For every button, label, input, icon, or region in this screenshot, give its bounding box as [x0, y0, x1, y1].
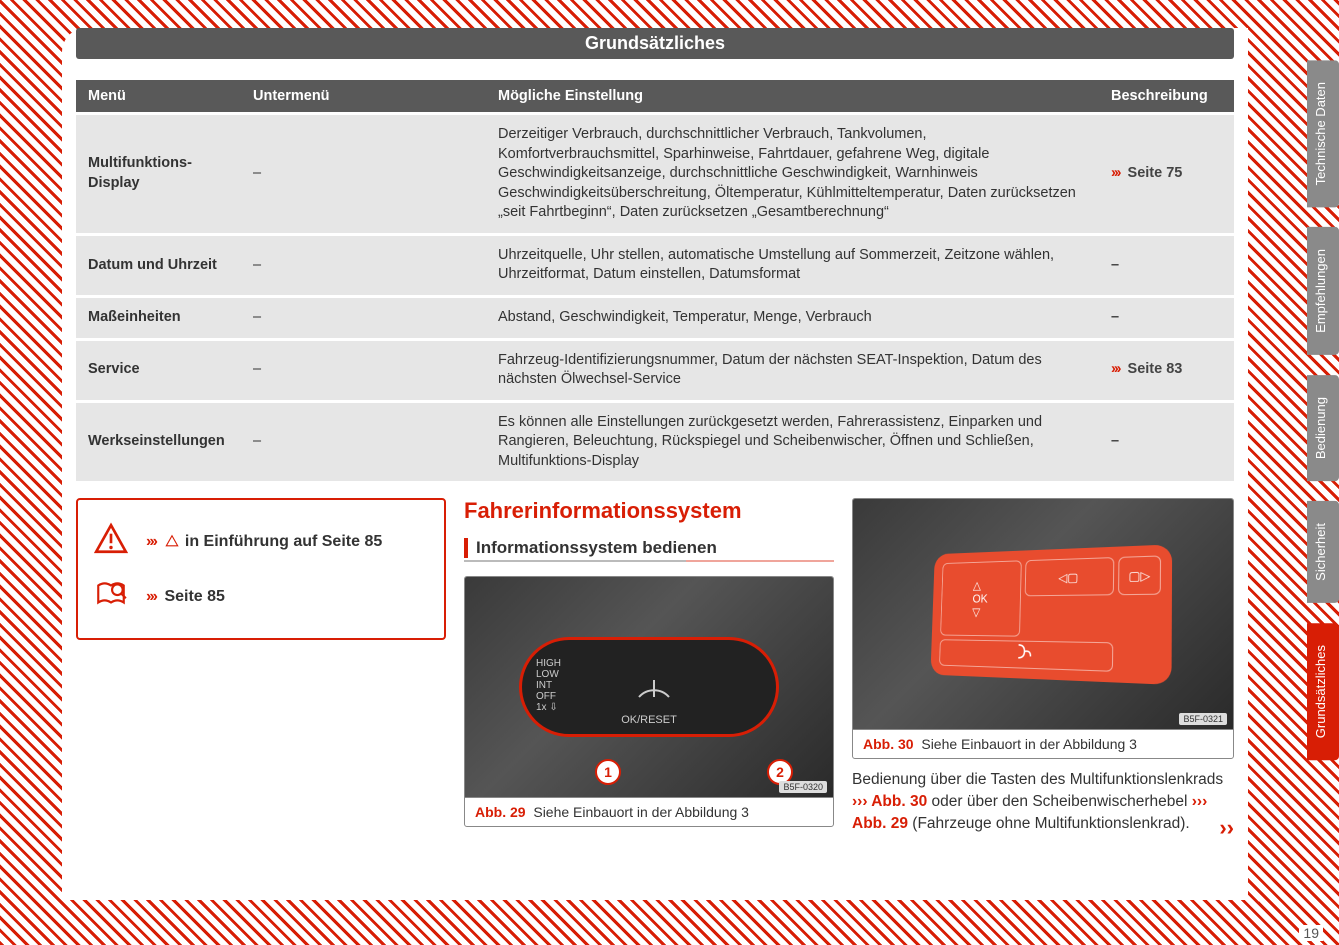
table-row: Werkseinstellungen–Es können alle Einste…	[76, 403, 1234, 482]
inline-warning-icon	[164, 534, 180, 548]
cell-setting: Es können alle Einstellungen zurückgeset…	[486, 403, 1099, 482]
side-tab[interactable]: Empfehlungen	[1307, 227, 1339, 355]
side-tab[interactable]: Sicherheit	[1307, 501, 1339, 603]
body-t3: (Fahrzeuge ohne Multifunktionslenkrad).	[912, 815, 1189, 832]
warning-triangle-icon	[94, 522, 128, 561]
subsection-heading: Informationssystem bedienen	[464, 538, 834, 558]
page-content: Grundsätzliches Menü Untermenü Mögliche …	[62, 28, 1248, 900]
figure-29-label: Abb. 29	[475, 804, 526, 820]
cell-description: –	[1099, 236, 1234, 295]
cell-submenu: –	[241, 236, 486, 295]
cell-description: –	[1099, 403, 1234, 482]
cell-menu: Multifunktions-Display	[76, 115, 241, 233]
col-setting: Mögliche Einstellung	[486, 80, 1099, 112]
table-header-row: Menü Untermenü Mögliche Einstellung Besc…	[76, 80, 1234, 112]
side-tabs: Technische Daten Empfehlungen Bedienung Sic…	[1307, 60, 1339, 760]
cell-menu: Werkseinstellungen	[76, 403, 241, 482]
figure-30-image: ◁▢ ▢▷ △OK▽ B5F-0321	[853, 499, 1233, 729]
warning-reference-box: ››› in Einführung auf Seite 85 ››› Seite…	[76, 498, 446, 640]
side-tab[interactable]: Technische Daten	[1307, 60, 1339, 207]
cell-setting: Abstand, Geschwindigkeit, Temperatur, Me…	[486, 298, 1099, 338]
cell-setting: Uhrzeitquelle, Uhr stellen, automatische…	[486, 236, 1099, 295]
section-heading: Fahrerinformationssystem	[464, 498, 834, 524]
figure-29-image: HIGHLOWINTOFF1x ⇩ 1 2 B5F-0320	[465, 577, 833, 797]
body-ref-fig30: ››› Abb. 30	[852, 793, 927, 810]
figure-30: ◁▢ ▢▷ △OK▽ B5F-0321 Abb. 30 Siehe Einbau…	[852, 498, 1234, 759]
figure-30-caption: Abb. 30 Siehe Einbauort in der Abbildung…	[853, 729, 1233, 758]
manual-book-icon	[94, 577, 128, 616]
cell-menu: Service	[76, 341, 241, 400]
table-row: Datum und Uhrzeit–Uhrzeitquelle, Uhr ste…	[76, 236, 1234, 295]
figure-29: HIGHLOWINTOFF1x ⇩ 1 2 B5F-0320 Abb. 29 S…	[464, 576, 834, 827]
cell-description: ››› Seite 83	[1099, 341, 1234, 400]
cross-ref-icon: ›››	[1111, 165, 1120, 181]
cell-menu: Maßeinheiten	[76, 298, 241, 338]
cell-submenu: –	[241, 341, 486, 400]
cross-ref-icon: ›››	[1111, 361, 1120, 377]
page-number: 19	[1299, 925, 1323, 941]
side-tab[interactable]: Grundsätzliches	[1307, 623, 1339, 760]
cell-description: ››› Seite 75	[1099, 115, 1234, 233]
settings-table: Menü Untermenü Mögliche Einstellung Besc…	[76, 77, 1234, 484]
warn-line-1-text: in Einführung auf Seite 85	[185, 533, 382, 550]
table-row: Service–Fahrzeug-Identifizierungsnummer,…	[76, 341, 1234, 400]
warn-line-2: ››› Seite 85	[146, 588, 225, 606]
col-submenu: Untermenü	[241, 80, 486, 112]
cross-ref-icon: ›››	[146, 533, 156, 550]
cell-setting: Fahrzeug-Identifizierungsnummer, Datum d…	[486, 341, 1099, 400]
figure-29-caption-text: Siehe Einbauort in der Abbildung 3	[533, 804, 749, 820]
figure-30-code: B5F-0321	[1179, 713, 1227, 725]
cell-menu: Datum und Uhrzeit	[76, 236, 241, 295]
cell-setting: Derzeitiger Verbrauch, durchschnittliche…	[486, 115, 1099, 233]
warn-line-2-text: Seite 85	[164, 588, 224, 605]
side-tab[interactable]: Bedienung	[1307, 375, 1339, 481]
warn-line-1: ››› in Einführung auf Seite 85	[146, 533, 382, 551]
table-row: Maßeinheiten–Abstand, Geschwindigkeit, T…	[76, 298, 1234, 338]
body-t1: Bedienung über die Tasten des Multifunkt…	[852, 771, 1223, 788]
wheel-btn-voice	[939, 640, 1113, 673]
heading-underline	[464, 560, 834, 562]
cross-ref-icon: ›››	[146, 588, 156, 605]
wiper-icon	[634, 672, 674, 702]
cell-submenu: –	[241, 298, 486, 338]
table-row: Multifunktions-Display–Derzeitiger Verbr…	[76, 115, 1234, 233]
body-t2: oder über den Scheibenwischerhebel	[932, 793, 1192, 810]
col-menu: Menü	[76, 80, 241, 112]
wiper-lever-illustration: HIGHLOWINTOFF1x ⇩	[519, 637, 779, 737]
chapter-title: Grundsätzliches	[76, 28, 1234, 59]
wheel-btn-next: ▢▷	[1118, 556, 1161, 596]
steering-wheel-buttons: ◁▢ ▢▷ △OK▽	[930, 545, 1172, 686]
wheel-btn-prev: ◁▢	[1025, 557, 1115, 596]
figure-30-label: Abb. 30	[863, 736, 914, 752]
figure-30-caption-text: Siehe Einbauort in der Abbildung 3	[921, 736, 1137, 752]
wheel-scroll: △OK▽	[940, 561, 1022, 637]
callout-1: 1	[595, 759, 621, 785]
figure-29-caption: Abb. 29 Siehe Einbauort in der Abbildung…	[465, 797, 833, 826]
figure-29-code: B5F-0320	[779, 781, 827, 793]
col-description: Beschreibung	[1099, 80, 1234, 112]
continue-marker: ››	[1219, 813, 1234, 844]
cell-description: –	[1099, 298, 1234, 338]
cell-submenu: –	[241, 403, 486, 482]
body-paragraph: Bedienung über die Tasten des Multifunkt…	[852, 769, 1234, 834]
cell-submenu: –	[241, 115, 486, 233]
